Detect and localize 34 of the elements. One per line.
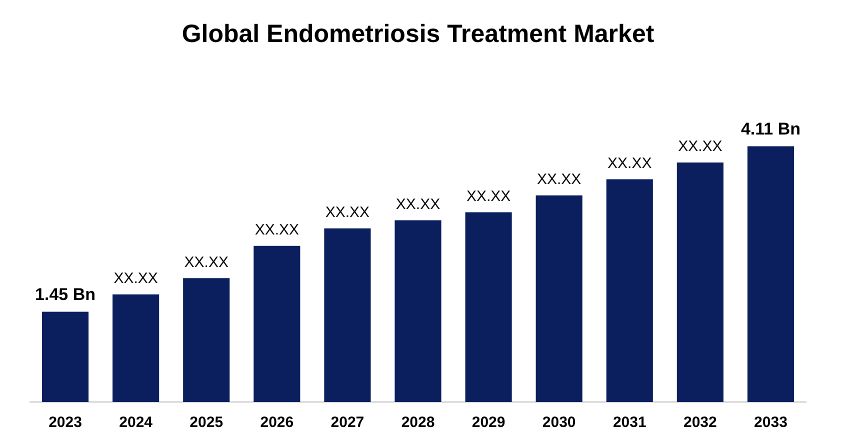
bar [183, 278, 230, 402]
x-tick-label: 2032 [683, 414, 717, 432]
x-tick-label: 2023 [48, 414, 82, 432]
bar [747, 146, 794, 402]
bar [536, 195, 582, 402]
data-label: XX.XX [254, 221, 300, 238]
data-label: XX.XX [678, 138, 722, 156]
x-tick-label: 2028 [401, 414, 435, 432]
bar [112, 294, 160, 402]
bar [394, 220, 442, 402]
bar [606, 179, 653, 402]
data-label: 1.45 Bn [35, 284, 96, 304]
data-label: XX.XX [396, 196, 440, 213]
data-label: XX.XX [325, 204, 370, 222]
bar [42, 312, 89, 402]
x-tick-label: 2033 [754, 414, 788, 432]
x-tick-label: 2026 [260, 414, 294, 432]
chart-title: Global Endometriosis Treatment Market [182, 20, 655, 48]
bar [676, 162, 724, 402]
x-tick-label: 2030 [542, 414, 576, 432]
data-label: 4.11 Bn [740, 119, 800, 138]
x-tick-label: 2025 [190, 414, 224, 432]
data-label: XX.XX [536, 171, 582, 188]
data-label: XX.XX [114, 270, 158, 287]
data-label: XX.XX [608, 154, 652, 172]
data-label: XX.XX [466, 188, 511, 205]
x-tick-label: 2031 [612, 414, 646, 432]
x-tick-label: 2027 [330, 414, 364, 432]
bar [465, 212, 512, 402]
bar [254, 246, 300, 402]
data-label: XX.XX [184, 254, 228, 271]
bar [324, 228, 371, 402]
x-tick-label: 2029 [472, 414, 506, 432]
x-tick-label: 2024 [119, 414, 154, 432]
